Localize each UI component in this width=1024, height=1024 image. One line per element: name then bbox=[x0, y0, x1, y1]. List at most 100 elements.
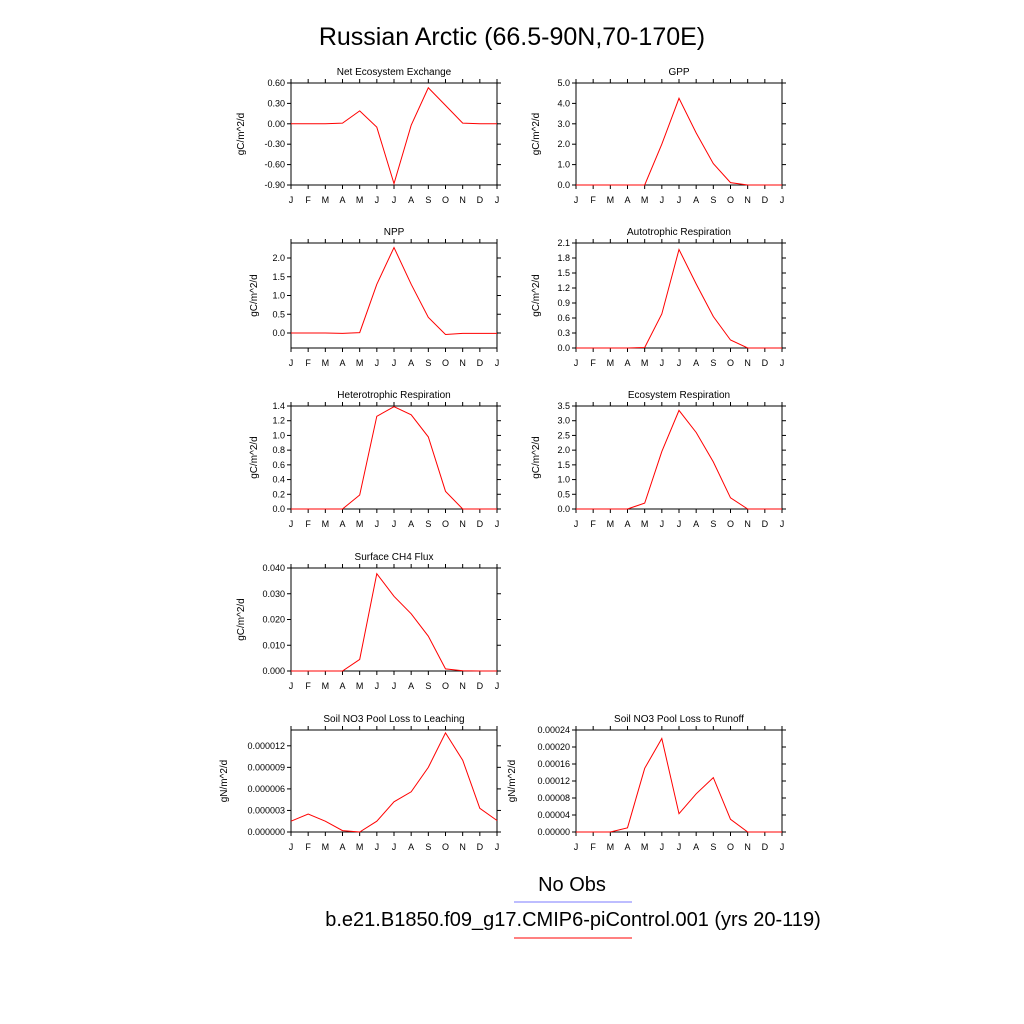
y-tick-label: -0.60 bbox=[264, 160, 285, 170]
y-tick-label: 2.1 bbox=[557, 238, 570, 248]
figure-title: Russian Arctic (66.5-90N,70-170E) bbox=[319, 23, 705, 51]
y-tick-label: 4.0 bbox=[557, 98, 570, 108]
y-tick-label: 0.000006 bbox=[247, 784, 285, 794]
y-tick-label: 0.00012 bbox=[537, 776, 570, 786]
x-tick-label: M bbox=[322, 681, 330, 691]
x-tick-label: M bbox=[641, 842, 649, 852]
y-tick-label: 1.0 bbox=[272, 291, 285, 301]
y-tick-label: 0.000009 bbox=[247, 762, 285, 772]
x-tick-label: J bbox=[375, 195, 380, 205]
y-tick-label: 2.0 bbox=[272, 253, 285, 263]
x-tick-label: S bbox=[425, 358, 431, 368]
x-tick-label: M bbox=[322, 519, 330, 529]
x-tick-label: S bbox=[710, 195, 716, 205]
x-tick-label: F bbox=[590, 519, 596, 529]
y-axis-label: gC/m^2/d bbox=[249, 274, 260, 317]
series-line bbox=[291, 246, 497, 336]
y-tick-label: 0.6 bbox=[557, 313, 570, 323]
x-tick-label: N bbox=[459, 358, 466, 368]
x-tick-label: F bbox=[590, 195, 596, 205]
y-tick-label: 0.2 bbox=[272, 489, 285, 499]
x-tick-label: J bbox=[495, 681, 500, 691]
y-axis-label: gC/m^2/d bbox=[531, 274, 542, 317]
series-line bbox=[290, 731, 498, 833]
x-tick-label: J bbox=[780, 842, 785, 852]
y-tick-label: 3.5 bbox=[557, 401, 570, 411]
x-tick-label: A bbox=[408, 358, 414, 368]
x-tick-label: J bbox=[660, 519, 665, 529]
x-tick-label: J bbox=[574, 195, 579, 205]
x-tick-label: M bbox=[607, 195, 615, 205]
x-tick-label: O bbox=[442, 195, 449, 205]
series-line bbox=[291, 572, 497, 672]
x-tick-label: F bbox=[590, 842, 596, 852]
y-tick-label: 0.000 bbox=[262, 666, 285, 676]
panel-title: Surface CH4 Flux bbox=[355, 552, 434, 563]
y-tick-label: 0.5 bbox=[557, 489, 570, 499]
x-tick-label: S bbox=[425, 519, 431, 529]
plot-frame bbox=[290, 729, 498, 833]
x-tick-label: D bbox=[762, 519, 769, 529]
x-tick-label: A bbox=[693, 842, 699, 852]
y-tick-label: 0.0 bbox=[272, 328, 285, 338]
x-tick-label: J bbox=[677, 842, 682, 852]
panel-title: NPP bbox=[384, 227, 405, 238]
y-tick-label: 0.030 bbox=[262, 589, 285, 599]
x-tick-label: N bbox=[459, 842, 466, 852]
x-tick-label: D bbox=[477, 842, 484, 852]
y-tick-label: 1.2 bbox=[557, 283, 570, 293]
x-tick-label: D bbox=[762, 195, 769, 205]
y-tick-label: -0.90 bbox=[264, 180, 285, 190]
y-tick-label: 3.0 bbox=[557, 416, 570, 426]
legend: No Obs b.e21.B1850.f09_g17.CMIP6-piContr… bbox=[325, 874, 821, 939]
x-tick-label: O bbox=[727, 195, 734, 205]
y-axis-label: gC/m^2/d bbox=[249, 436, 260, 479]
x-tick-label: D bbox=[477, 681, 484, 691]
x-tick-label: A bbox=[339, 842, 345, 852]
y-axis-label: gC/m^2/d bbox=[236, 113, 247, 156]
x-tick-label: N bbox=[744, 519, 751, 529]
y-tick-label: 0.000012 bbox=[247, 741, 285, 751]
x-tick-label: O bbox=[442, 519, 449, 529]
x-tick-label: M bbox=[322, 842, 330, 852]
y-tick-label: -0.30 bbox=[264, 139, 285, 149]
y-tick-label: 1.4 bbox=[272, 401, 285, 411]
x-tick-label: M bbox=[356, 681, 364, 691]
y-tick-label: 0.00016 bbox=[537, 759, 570, 769]
x-tick-label: D bbox=[762, 842, 769, 852]
x-tick-label: M bbox=[641, 358, 649, 368]
series-line bbox=[576, 248, 782, 349]
y-tick-label: 1.5 bbox=[557, 268, 570, 278]
x-tick-label: J bbox=[392, 842, 397, 852]
y-tick-label: 1.2 bbox=[272, 416, 285, 426]
plot-frame bbox=[290, 242, 498, 349]
panel-title: Autotrophic Respiration bbox=[627, 227, 731, 238]
y-tick-label: 0.0 bbox=[272, 504, 285, 514]
y-tick-label: 0.8 bbox=[272, 445, 285, 455]
x-tick-label: D bbox=[477, 519, 484, 529]
x-tick-label: O bbox=[727, 358, 734, 368]
y-tick-label: 1.5 bbox=[272, 272, 285, 282]
series-line bbox=[576, 97, 782, 186]
x-tick-label: J bbox=[780, 195, 785, 205]
y-axis-label: gC/m^2/d bbox=[531, 113, 542, 156]
x-tick-label: A bbox=[339, 519, 345, 529]
x-tick-label: O bbox=[442, 358, 449, 368]
y-tick-label: 0.0 bbox=[557, 180, 570, 190]
x-tick-label: J bbox=[495, 842, 500, 852]
y-tick-label: 2.0 bbox=[557, 445, 570, 455]
x-tick-label: D bbox=[477, 195, 484, 205]
plot-frame bbox=[575, 729, 783, 833]
y-tick-label: 0.0 bbox=[557, 504, 570, 514]
x-tick-label: J bbox=[289, 358, 294, 368]
x-tick-label: J bbox=[780, 519, 785, 529]
x-tick-label: A bbox=[408, 195, 414, 205]
x-tick-label: O bbox=[727, 519, 734, 529]
x-tick-label: J bbox=[289, 681, 294, 691]
panel-title: Net Ecosystem Exchange bbox=[337, 67, 452, 78]
